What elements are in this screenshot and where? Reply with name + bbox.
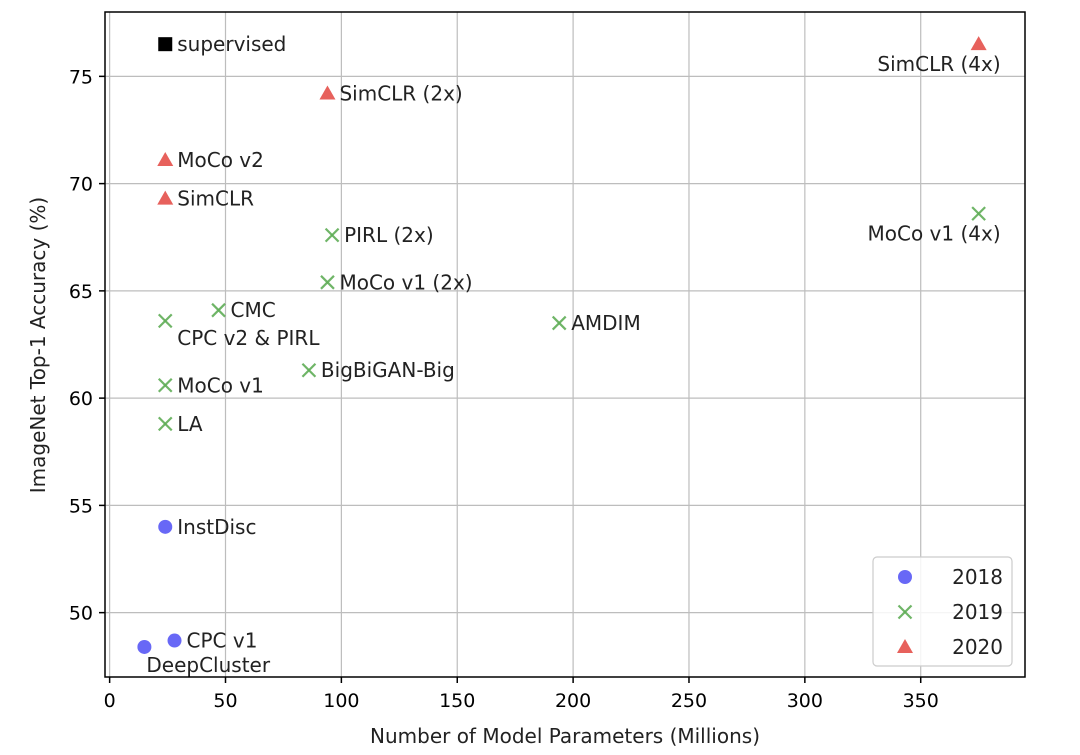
x-tick-label: 350 [903,690,939,712]
data-point [157,190,174,205]
y-axis-label: ImageNet Top-1 Accuracy (%) [26,197,50,493]
point-label: MoCo v1 [177,373,264,397]
y-tick-label: 55 [69,495,93,517]
point-label: BigBiGAN-Big [321,358,455,382]
data-point [137,639,152,654]
data-point [211,302,226,318]
data-point [167,633,182,648]
legend-marker [897,604,913,620]
point-label: PIRL (2x) [344,223,434,247]
point-label: SimCLR (2x) [339,82,462,106]
y-tick-label: 50 [69,603,93,625]
point-label: SimCLR [177,187,254,211]
y-tick-label: 70 [69,174,93,196]
point-label: SimCLR (4x) [877,52,1000,76]
data-point [319,85,336,100]
data-point [158,519,173,534]
x-tick-label: 150 [439,690,475,712]
data-point [971,206,986,221]
data-point [157,377,173,393]
point-label: MoCo v2 [177,148,264,172]
data-point [301,362,317,378]
point-label: supervised [177,32,286,56]
legend: 2018 2019 2020 [872,556,1013,667]
point-label: InstDisc [177,515,256,539]
data-point [157,313,173,329]
legend-marker [898,570,912,584]
data-point [157,416,173,432]
x-tick-label: 100 [323,690,359,712]
legend-label: 2020 [952,635,1003,659]
point-label: LA [177,412,203,436]
point-label: CMC [231,298,276,322]
y-tick-label: 65 [69,281,93,303]
y-tick-label: 75 [69,66,93,88]
point-label: CPC v1 [187,629,258,653]
point-label: CPC v2 & PIRL [177,326,320,350]
point-label: AMDIM [571,311,641,335]
x-axis-label: Number of Model Parameters (Millions) [370,724,760,748]
data-point [970,36,987,51]
axis-ticks: 0 50 100 150 200 250 300 350 50 55 60 65 70 75 [69,66,939,712]
data-point [551,315,567,331]
data-point [324,227,340,243]
x-tick-label: 50 [213,690,237,712]
point-label: MoCo v1 (2x) [339,270,472,294]
x-tick-label: 200 [555,690,591,712]
x-tick-label: 250 [671,690,707,712]
point-labels: supervised SimCLR (4x) SimCLR (2x) MoCo v2 S… [146,32,1000,677]
x-tick-label: 300 [787,690,823,712]
data-point [320,275,335,290]
x-tick-label: 0 [104,690,116,712]
point-label: DeepCluster [146,653,270,677]
legend-box [872,556,1013,667]
data-point [157,152,174,167]
legend-marker [897,639,913,653]
data-points [137,36,987,654]
point-label: MoCo v1 (4x) [868,222,1001,246]
legend-label: 2018 [952,565,1003,589]
legend-label: 2019 [952,600,1003,624]
data-point [158,37,173,52]
plot-area-frame [104,11,1026,678]
y-tick-label: 60 [69,388,93,410]
grid-lines [105,12,1025,677]
